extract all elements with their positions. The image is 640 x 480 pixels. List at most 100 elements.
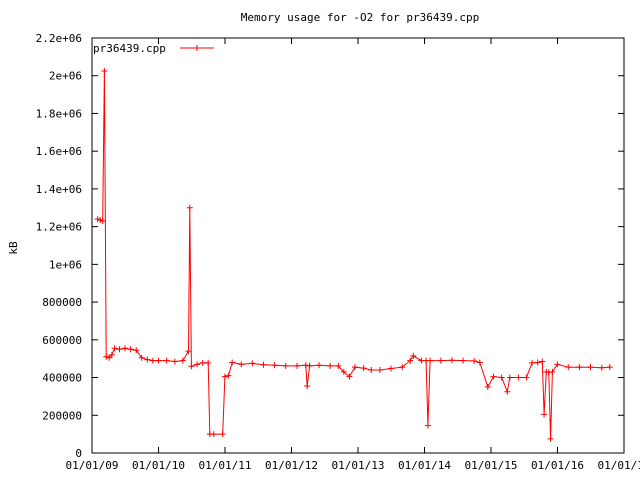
data-point xyxy=(155,357,162,364)
data-point xyxy=(108,351,115,358)
data-point xyxy=(387,365,394,372)
data-point xyxy=(515,374,522,381)
data-point xyxy=(294,362,301,369)
data-point xyxy=(547,435,554,442)
tick-marks: 0 200000 400000 600000 800000 1e+06 1.2e+06 1.4… xyxy=(36,32,640,472)
data-point xyxy=(304,383,311,390)
data-point xyxy=(186,204,193,211)
data-point xyxy=(498,374,505,381)
y-tick-label: 2e+06 xyxy=(49,70,82,83)
data-point xyxy=(484,383,491,390)
data-point xyxy=(506,374,513,381)
data-point xyxy=(111,345,118,352)
x-tick-label: 01/01/09 xyxy=(66,459,119,472)
plot-border xyxy=(91,37,625,454)
data-point xyxy=(360,365,367,372)
legend-label: pr36439.cpp xyxy=(93,42,166,55)
data-point xyxy=(144,356,151,363)
data-point xyxy=(194,361,201,368)
data-point xyxy=(576,364,583,371)
data-point xyxy=(523,374,530,381)
y-tick-label: 1.6e+06 xyxy=(36,145,82,158)
y-tick-label: 1.2e+06 xyxy=(36,221,82,234)
data-point xyxy=(260,361,267,368)
data-point xyxy=(171,358,178,365)
data-point xyxy=(221,373,228,380)
y-tick-label: 800000 xyxy=(42,296,82,309)
y-axis-label: kB xyxy=(7,241,20,255)
data-point xyxy=(185,348,192,355)
x-tick-label: 01/01/16 xyxy=(531,459,584,472)
data-point xyxy=(188,363,195,370)
data-point xyxy=(316,362,323,369)
data-point xyxy=(121,345,128,352)
data-point xyxy=(103,353,110,360)
data-point xyxy=(529,359,536,366)
data-point xyxy=(340,368,347,375)
data-point xyxy=(598,364,605,371)
data-point xyxy=(437,357,444,364)
x-tick-label: 01/01/13 xyxy=(332,459,385,472)
data-point xyxy=(106,354,113,361)
data-point xyxy=(587,364,594,371)
chart-title: Memory usage for -O2 for pr36439.cpp xyxy=(241,11,479,24)
data-point xyxy=(427,357,434,364)
data-point xyxy=(127,346,134,353)
data-point xyxy=(399,364,406,371)
data-point xyxy=(476,359,483,366)
data-point xyxy=(424,422,431,429)
data-point xyxy=(554,361,561,368)
y-tick-label: 200000 xyxy=(42,409,82,422)
legend-marker xyxy=(194,45,200,51)
data-point xyxy=(210,431,217,438)
x-tick-label: 01/01/11 xyxy=(199,459,252,472)
data-point xyxy=(179,357,186,364)
data-point xyxy=(351,364,358,371)
y-tick-label: 1.4e+06 xyxy=(36,183,82,196)
data-point xyxy=(116,346,123,353)
data-point xyxy=(99,217,106,224)
data-point xyxy=(97,217,104,224)
x-tick-label: 01/01/15 xyxy=(465,459,518,472)
data-point xyxy=(282,362,289,369)
series-layer xyxy=(94,68,613,442)
data-point xyxy=(534,359,541,366)
axes xyxy=(91,37,625,454)
y-tick-label: 1e+06 xyxy=(49,258,82,271)
data-point xyxy=(149,357,156,364)
y-tick-label: 1.8e+06 xyxy=(36,107,82,120)
y-tick-label: 400000 xyxy=(42,372,82,385)
y-tick-label: 0 xyxy=(75,447,82,460)
data-point xyxy=(565,364,572,371)
data-point xyxy=(199,359,206,366)
x-tick-label: 01/01/12 xyxy=(265,459,318,472)
data-point xyxy=(306,362,313,369)
data-point xyxy=(238,361,245,368)
data-point xyxy=(504,388,511,395)
data-point xyxy=(376,367,383,373)
data-point xyxy=(249,360,256,367)
data-point xyxy=(410,352,417,359)
data-point xyxy=(335,362,342,369)
data-point xyxy=(101,68,108,75)
data-point xyxy=(327,362,334,369)
data-point xyxy=(205,359,212,366)
y-tick-label: 600000 xyxy=(42,334,82,347)
x-tick-label: 01/01/17 xyxy=(598,459,640,472)
data-point xyxy=(368,367,375,373)
x-tick-label: 01/01/14 xyxy=(398,459,451,472)
y-tick-label: 2.2e+06 xyxy=(36,32,82,45)
data-point xyxy=(606,364,613,371)
data-point xyxy=(549,368,556,375)
data-point xyxy=(229,359,236,366)
data-point xyxy=(163,357,170,364)
data-point xyxy=(541,411,548,418)
data-point xyxy=(460,357,467,364)
data-point xyxy=(448,357,455,364)
data-point xyxy=(225,372,232,379)
series-line xyxy=(97,70,610,439)
data-point xyxy=(219,431,226,438)
data-point xyxy=(471,357,478,364)
data-point xyxy=(138,354,145,361)
